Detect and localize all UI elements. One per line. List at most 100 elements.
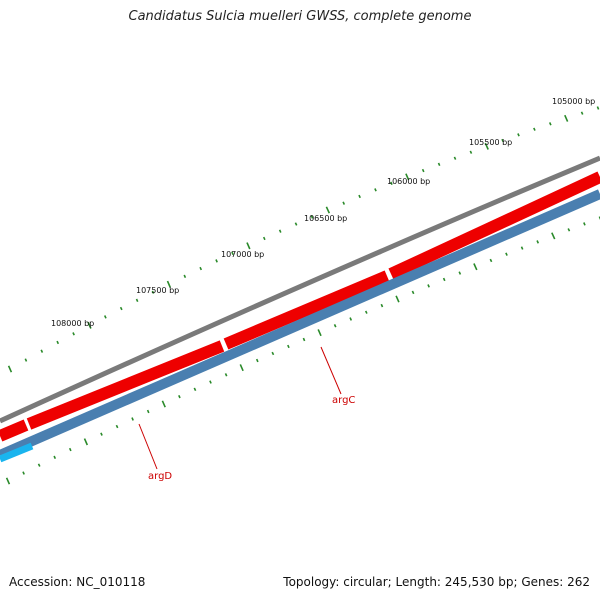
ruler-tick — [166, 280, 172, 288]
map-title: Candidatus Sulcia muelleri GWSS, complet… — [128, 9, 472, 24]
ruler-tick — [161, 400, 166, 408]
ruler-tick — [395, 295, 400, 303]
ruler-tick — [146, 409, 150, 414]
ruler-tick — [231, 251, 234, 256]
reverse-cds-1[interactable] — [0, 189, 600, 460]
forward-cds-1[interactable] — [0, 419, 29, 442]
ruler-tick — [349, 317, 353, 321]
ruler-tick — [364, 310, 368, 314]
inner-ruler-ticks — [5, 216, 600, 485]
ruler-tick — [7, 365, 13, 373]
ruler-tick — [437, 162, 441, 167]
forward-cds-2[interactable] — [26, 340, 225, 430]
ruler-tick — [37, 463, 41, 467]
ruler-tick — [548, 122, 552, 126]
gene-label-argC[interactable]: argC — [332, 395, 355, 406]
ruler-tick — [342, 201, 346, 205]
gene-label-argD-group[interactable]: argD — [138, 423, 172, 482]
reverse-strand-features — [0, 189, 600, 463]
ruler-tick — [115, 424, 119, 429]
ruler-tick — [83, 438, 89, 446]
ruler-tick — [135, 298, 139, 303]
ruler-tick — [505, 252, 508, 256]
ruler-tick — [5, 477, 11, 485]
ruler-tick — [533, 127, 536, 131]
ruler-tick — [40, 349, 44, 353]
ruler-tick — [193, 387, 197, 392]
outer-ruler-ticks — [7, 106, 600, 373]
ruler-label-106500: 106500 bp — [304, 214, 347, 223]
ruler-tick — [255, 358, 259, 363]
genome-backbone — [0, 155, 600, 424]
ruler-tick — [199, 266, 203, 271]
ruler-label-105500: 105500 bp — [469, 138, 512, 147]
ruler-tick — [453, 156, 457, 160]
ruler-tick — [536, 240, 540, 244]
ruler-tick — [427, 284, 430, 288]
ruler-tick — [596, 106, 600, 110]
forward-strand-features — [0, 171, 600, 442]
ruler-tick — [317, 329, 322, 337]
ruler-tick — [469, 150, 473, 154]
ruler-tick — [302, 337, 306, 342]
ruler-tick — [87, 321, 92, 329]
ruler-tick — [421, 168, 425, 173]
ruler-tick — [390, 181, 393, 186]
ruler-tick — [325, 206, 331, 214]
ruler-tick — [458, 271, 462, 275]
ruler-tick — [567, 228, 571, 232]
ruler-tick — [151, 290, 155, 294]
ruler-tick — [405, 173, 410, 181]
ruler-tick — [224, 373, 228, 377]
ruler-tick — [103, 315, 107, 319]
ruler-tick — [271, 351, 275, 356]
ruler-label-107500: 107500 bp — [136, 286, 179, 295]
forward-cds-3[interactable] — [223, 270, 390, 350]
ruler-tick — [24, 358, 28, 362]
ruler-label-105000: 105000 bp — [552, 97, 595, 106]
ruler-tick — [333, 324, 337, 328]
ruler-tick — [411, 290, 415, 295]
ruler-tick — [53, 455, 57, 460]
ruler-tick — [310, 215, 314, 219]
ruler-labels: 105000 bp 105500 bp 106000 bp 106500 bp … — [51, 97, 595, 328]
ruler-tick — [262, 236, 266, 241]
ruler-tick — [178, 394, 181, 399]
ruler-tick — [358, 194, 361, 199]
ruler-tick — [374, 188, 377, 192]
ruler-tick — [119, 306, 123, 311]
ruler-label-106000: 106000 bp — [387, 177, 430, 186]
ruler-tick — [68, 447, 72, 452]
gene-label-line-argD — [138, 423, 158, 470]
genome-stats-text: Topology: circular; Length: 245,530 bp; … — [283, 575, 590, 589]
ruler-tick — [583, 222, 586, 226]
ruler-label-107000: 107000 bp — [221, 250, 264, 259]
ruler-tick — [294, 222, 298, 226]
reverse-cds-highlight[interactable] — [0, 442, 34, 463]
ruler-tick — [501, 138, 505, 143]
ruler-tick — [183, 274, 187, 279]
ruler-tick — [551, 232, 556, 240]
forward-cds-4[interactable] — [388, 171, 600, 280]
gene-label-argD[interactable]: argD — [148, 471, 172, 482]
ruler-tick — [246, 242, 251, 250]
ruler-tick — [56, 340, 60, 345]
ruler-tick — [517, 133, 520, 137]
ruler-tick — [131, 417, 134, 421]
ruler-tick — [278, 229, 282, 233]
gene-label-argC-group[interactable]: argC — [320, 346, 355, 406]
ruler-tick — [209, 380, 212, 384]
ruler-tick — [580, 111, 584, 115]
ruler-tick — [215, 259, 218, 263]
ruler-label-108000: 108000 bp — [51, 319, 94, 328]
ruler-tick — [239, 364, 244, 372]
ruler-tick — [489, 258, 493, 263]
ruler-tick — [520, 246, 524, 250]
ruler-tick — [22, 471, 25, 475]
ruler-tick — [100, 432, 103, 436]
ruler-tick — [473, 263, 478, 271]
ruler-tick — [72, 332, 75, 336]
ruler-tick — [484, 142, 489, 150]
